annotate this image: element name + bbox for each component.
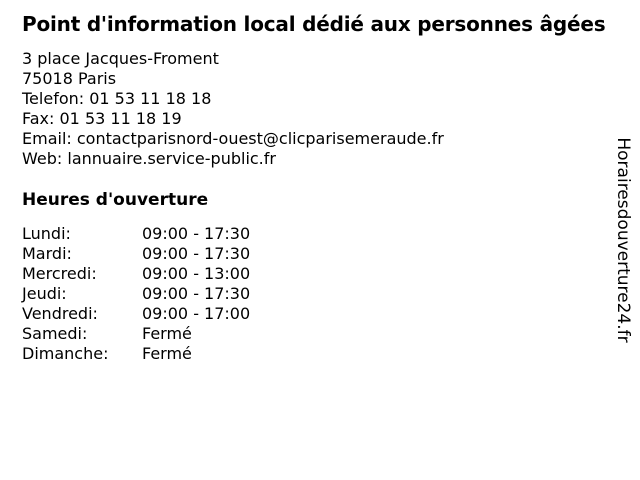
hours-value: 09:00 - 17:30 bbox=[142, 224, 251, 243]
day-label: Mercredi: bbox=[22, 264, 97, 283]
web-label: Web: bbox=[22, 149, 63, 168]
hours-row-wednesday: Mercredi: 09:00 - 13:00 bbox=[22, 264, 618, 284]
email-line: Email: contactparisnord-ouest@clicparise… bbox=[22, 129, 618, 149]
hours-value: 09:00 - 17:30 bbox=[142, 284, 251, 303]
hours-table: Lundi: 09:00 - 17:30 Mardi: 09:00 - 17:3… bbox=[22, 224, 618, 364]
listing-page: Point d'information local dédié aux pers… bbox=[22, 12, 618, 364]
email-label: Email: bbox=[22, 129, 72, 148]
contact-block: 3 place Jacques-Froment 75018 Paris Tele… bbox=[22, 49, 618, 169]
hours-value: Fermé bbox=[142, 324, 192, 343]
hours-row-monday: Lundi: 09:00 - 17:30 bbox=[22, 224, 618, 244]
hours-row-saturday: Samedi: Fermé bbox=[22, 324, 618, 344]
branding-link[interactable]: Horairesdouverture24.fr bbox=[613, 137, 633, 343]
hours-row-sunday: Dimanche: Fermé bbox=[22, 344, 618, 364]
day-label: Jeudi: bbox=[22, 284, 67, 303]
day-label: Vendredi: bbox=[22, 304, 98, 323]
email-link[interactable]: contactparisnord-ouest@clicparisemeraude… bbox=[76, 129, 444, 148]
phone-label: Telefon: bbox=[22, 89, 85, 108]
fax-label: Fax: bbox=[22, 109, 55, 128]
fax-line: Fax: 01 53 11 18 19 bbox=[22, 109, 618, 129]
phone-value: 01 53 11 18 18 bbox=[89, 89, 212, 108]
day-label: Samedi: bbox=[22, 324, 88, 343]
hours-row-tuesday: Mardi: 09:00 - 17:30 bbox=[22, 244, 618, 264]
day-label: Dimanche: bbox=[22, 344, 109, 363]
web-line: Web: lannuaire.service-public.fr bbox=[22, 149, 618, 169]
day-label: Lundi: bbox=[22, 224, 71, 243]
hours-value: 09:00 - 13:00 bbox=[142, 264, 251, 283]
fax-value: 01 53 11 18 19 bbox=[59, 109, 182, 128]
hours-row-thursday: Jeudi: 09:00 - 17:30 bbox=[22, 284, 618, 304]
page-title: Point d'information local dédié aux pers… bbox=[22, 12, 606, 36]
address-line-1: 3 place Jacques-Froment bbox=[22, 49, 219, 68]
hours-row-friday: Vendredi: 09:00 - 17:00 bbox=[22, 304, 618, 324]
hours-value: Fermé bbox=[142, 344, 192, 363]
phone-line: Telefon: 01 53 11 18 18 bbox=[22, 89, 618, 109]
web-link[interactable]: lannuaire.service-public.fr bbox=[67, 149, 276, 168]
hours-heading: Heures d'ouverture bbox=[22, 190, 209, 210]
address-line-2: 75018 Paris bbox=[22, 69, 117, 88]
hours-value: 09:00 - 17:00 bbox=[142, 304, 251, 323]
hours-value: 09:00 - 17:30 bbox=[142, 244, 251, 263]
day-label: Mardi: bbox=[22, 244, 72, 263]
